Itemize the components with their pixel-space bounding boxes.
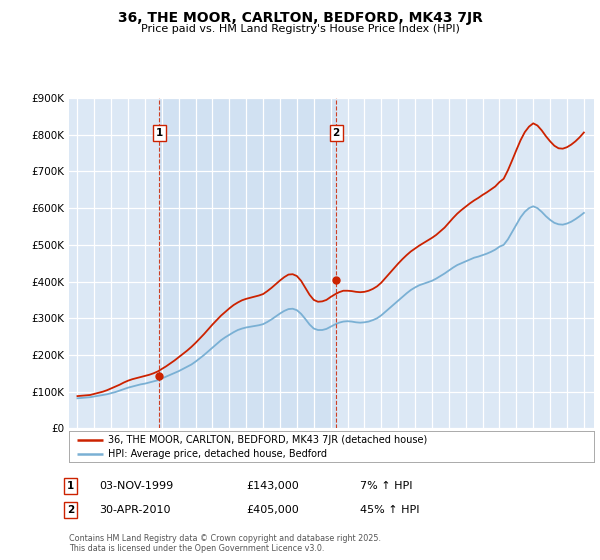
Text: 36, THE MOOR, CARLTON, BEDFORD, MK43 7JR: 36, THE MOOR, CARLTON, BEDFORD, MK43 7JR bbox=[118, 11, 482, 25]
Text: Price paid vs. HM Land Registry's House Price Index (HPI): Price paid vs. HM Land Registry's House … bbox=[140, 24, 460, 34]
Text: £143,000: £143,000 bbox=[246, 481, 299, 491]
Bar bbox=[159, 98, 336, 428]
Text: 1: 1 bbox=[155, 128, 163, 138]
Text: 45% ↑ HPI: 45% ↑ HPI bbox=[360, 505, 419, 515]
Text: 2: 2 bbox=[67, 505, 74, 515]
Text: 36, THE MOOR, CARLTON, BEDFORD, MK43 7JR (detached house): 36, THE MOOR, CARLTON, BEDFORD, MK43 7JR… bbox=[109, 435, 428, 445]
Text: 2: 2 bbox=[332, 128, 340, 138]
Text: Contains HM Land Registry data © Crown copyright and database right 2025.
This d: Contains HM Land Registry data © Crown c… bbox=[69, 534, 381, 553]
Text: 1: 1 bbox=[67, 481, 74, 491]
Text: 7% ↑ HPI: 7% ↑ HPI bbox=[360, 481, 413, 491]
Text: HPI: Average price, detached house, Bedford: HPI: Average price, detached house, Bedf… bbox=[109, 449, 328, 459]
Text: 30-APR-2010: 30-APR-2010 bbox=[99, 505, 170, 515]
Text: £405,000: £405,000 bbox=[246, 505, 299, 515]
Text: 03-NOV-1999: 03-NOV-1999 bbox=[99, 481, 173, 491]
